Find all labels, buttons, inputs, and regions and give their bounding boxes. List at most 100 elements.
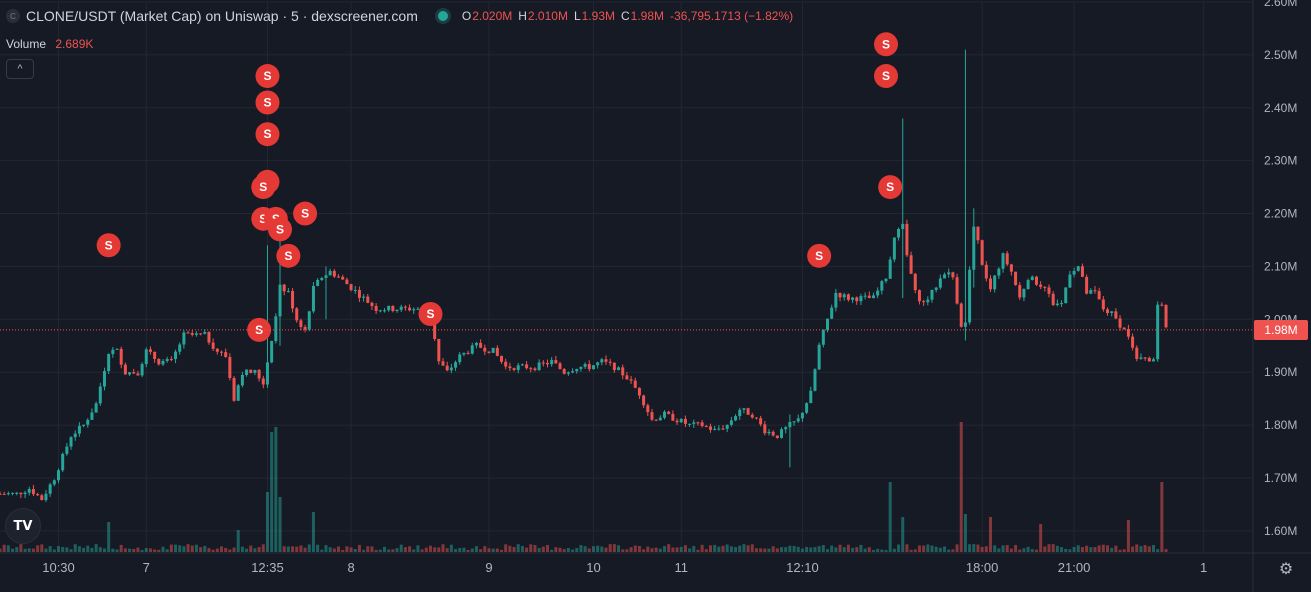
volume-bar	[437, 547, 441, 552]
candle-body	[533, 368, 537, 371]
candle-body	[1085, 276, 1089, 294]
settings-gear-icon[interactable]: ⚙	[1278, 561, 1294, 578]
volume-bar	[579, 544, 583, 552]
volume-bar	[826, 549, 830, 552]
sell-marker-label: S	[263, 127, 271, 141]
candle-body	[61, 453, 65, 471]
volume-bar	[1064, 548, 1068, 552]
volume-bar	[374, 549, 378, 552]
candle-body	[642, 395, 646, 406]
volume-bar	[119, 544, 123, 552]
volume-bar	[1022, 548, 1026, 552]
volume-bar	[754, 548, 758, 552]
candle-body	[311, 285, 315, 312]
candle-body	[491, 347, 495, 353]
candle-body	[1022, 289, 1026, 298]
sell-marker-circle	[807, 243, 832, 268]
y-tick-label: 2.30M	[1264, 154, 1297, 168]
volume-bar	[240, 546, 244, 552]
candle-body	[274, 316, 278, 342]
candle-body	[40, 495, 44, 501]
candle-body	[575, 369, 579, 372]
symbol-icon[interactable]: C	[6, 9, 20, 23]
candle-body	[382, 310, 386, 312]
volume-bar	[157, 549, 161, 552]
volume-bar	[520, 545, 524, 552]
candle-body	[1143, 357, 1147, 359]
volume-bar	[474, 546, 478, 552]
volume-bar	[1089, 547, 1093, 552]
volume-bar	[77, 546, 81, 552]
collapse-legend-button[interactable]: ^	[6, 59, 34, 79]
volume-bar	[228, 549, 232, 552]
sell-markers[interactable]: SSSSSSSSSSSSSSSSS	[96, 32, 903, 342]
volume-bar	[1047, 544, 1051, 552]
tradingview-logo-icon[interactable]: TV	[5, 508, 41, 544]
sell-marker-label: S	[301, 207, 309, 221]
volume-bar	[617, 545, 621, 552]
candle-body	[734, 416, 738, 421]
candle-body	[792, 421, 796, 423]
sell-marker-label: S	[259, 212, 267, 226]
candle-body	[236, 385, 240, 401]
candle-body	[842, 294, 846, 298]
volume-bar	[324, 545, 328, 552]
volume-bar	[529, 544, 533, 552]
volume-bar	[763, 548, 767, 552]
candle-body	[959, 303, 963, 327]
volume-bar	[86, 545, 90, 552]
candle-body	[466, 352, 470, 354]
candle-body	[721, 428, 725, 430]
volume-bar	[721, 545, 725, 552]
candle-body	[545, 362, 549, 365]
candle-body	[951, 272, 955, 278]
candle-body	[587, 364, 591, 370]
volume-bar	[111, 548, 115, 552]
volume-bar	[963, 514, 967, 552]
high-value: 2.010M	[527, 9, 568, 23]
y-tick-label: 1.70M	[1264, 471, 1297, 485]
sell-marker-label: S	[263, 69, 271, 83]
price-axis[interactable]: 1.60M1.70M1.80M1.90M2.00M2.10M2.20M2.30M…	[1252, 0, 1297, 592]
candle-body	[830, 307, 834, 319]
time-axis[interactable]: 10:30 7 12:35 8 9 10 11 12:10 18:00 21:00 1	[0, 552, 1311, 575]
candle-body	[905, 223, 909, 256]
candle-body	[1106, 309, 1110, 313]
candle-body	[65, 446, 69, 454]
volume-bar	[917, 545, 921, 552]
sell-marker-circle	[418, 302, 443, 327]
volume-bar	[880, 549, 884, 552]
candle-body	[562, 369, 566, 374]
volume-bar	[136, 547, 140, 552]
candle-body	[1135, 347, 1139, 359]
candle-body	[90, 412, 94, 420]
candle-body	[851, 297, 855, 300]
volume-bar	[871, 549, 875, 552]
candle-body	[704, 426, 708, 428]
candle-body	[186, 332, 190, 334]
volume-bar	[566, 547, 570, 552]
volume-bar	[479, 549, 483, 552]
candle-body	[692, 422, 696, 424]
candle-body	[353, 290, 357, 292]
volume-bar	[399, 544, 403, 552]
volume-bar	[1164, 549, 1168, 552]
volume-bar	[249, 545, 253, 552]
sell-marker: S	[247, 317, 272, 342]
volume-bar	[261, 544, 265, 552]
candle-body	[955, 277, 959, 304]
candle-body	[1026, 280, 1030, 290]
sell-marker-label: S	[276, 222, 284, 236]
candle-body	[880, 281, 884, 291]
sell-marker: S	[276, 243, 301, 268]
volume-bar	[366, 546, 370, 552]
candle-body	[608, 361, 612, 363]
volume-bar	[1118, 549, 1122, 552]
open-value: 2.020M	[472, 9, 513, 23]
volume-bar	[466, 549, 470, 552]
volume-bar	[382, 546, 386, 552]
volume-bar	[1009, 548, 1013, 552]
volume-bar	[1034, 549, 1038, 552]
candle-body	[729, 420, 733, 425]
